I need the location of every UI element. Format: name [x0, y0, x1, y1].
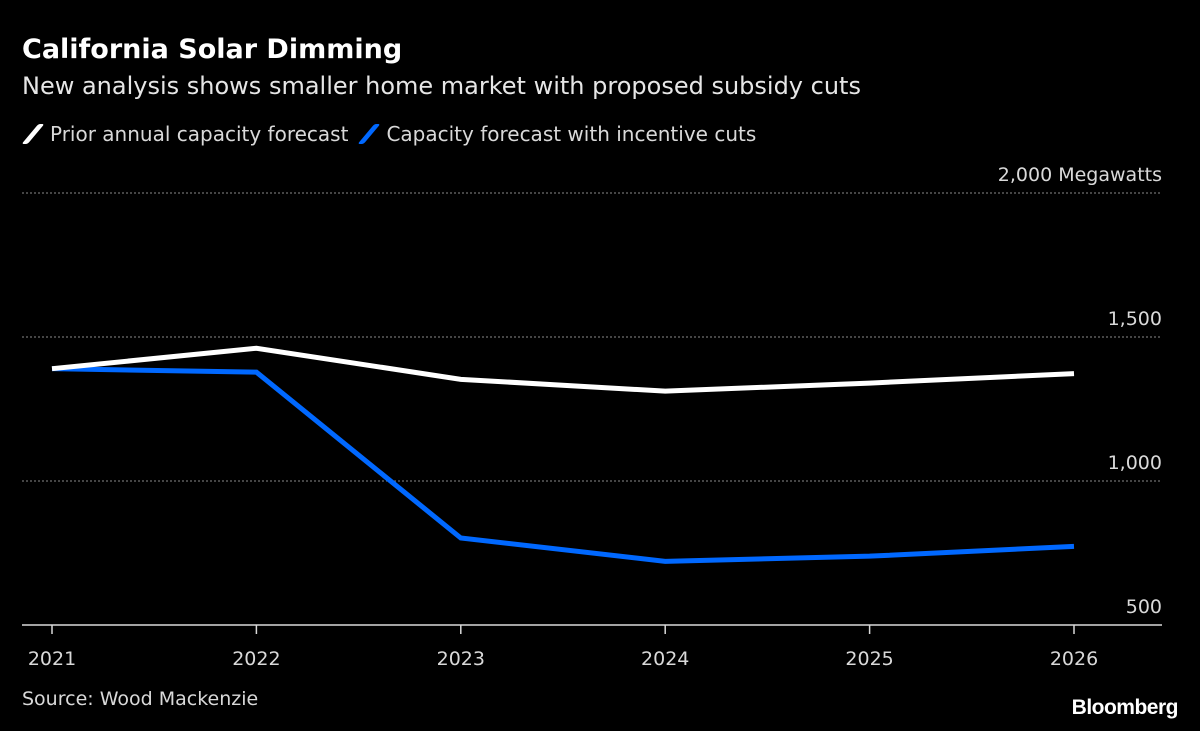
x-tick-label: 2025 — [845, 648, 893, 670]
legend-item-prior: Prior annual capacity forecast — [21, 122, 349, 146]
x-tick-label: 2026 — [1050, 648, 1098, 670]
y-tick-label: 1,000 — [1108, 452, 1162, 474]
x-tick-label: 2023 — [437, 648, 485, 670]
chart-title: California Solar Dimming — [22, 34, 403, 65]
x-tick-label: 2022 — [232, 648, 280, 670]
legend: Prior annual capacity forecast Capacity … — [21, 122, 766, 146]
y-tick-label: 1,500 — [1108, 308, 1162, 330]
legend-label-prior: Prior annual capacity forecast — [50, 122, 349, 146]
y-tick-label: 500 — [1126, 596, 1162, 618]
source-note: Source: Wood Mackenzie — [22, 688, 259, 710]
chart-subtitle: New analysis shows smaller home market w… — [22, 72, 861, 100]
x-tick-label: 2021 — [28, 648, 76, 670]
series-line-cuts — [51, 366, 1075, 564]
legend-item-cuts: Capacity forecast with incentive cuts — [358, 122, 756, 146]
y-tick-label: 2,000 Megawatts — [998, 164, 1162, 186]
legend-label-cuts: Capacity forecast with incentive cuts — [386, 122, 757, 146]
bloomberg-logo: Bloomberg — [1071, 696, 1179, 719]
series-line-prior — [51, 345, 1075, 394]
x-tick-label: 2024 — [641, 648, 689, 670]
